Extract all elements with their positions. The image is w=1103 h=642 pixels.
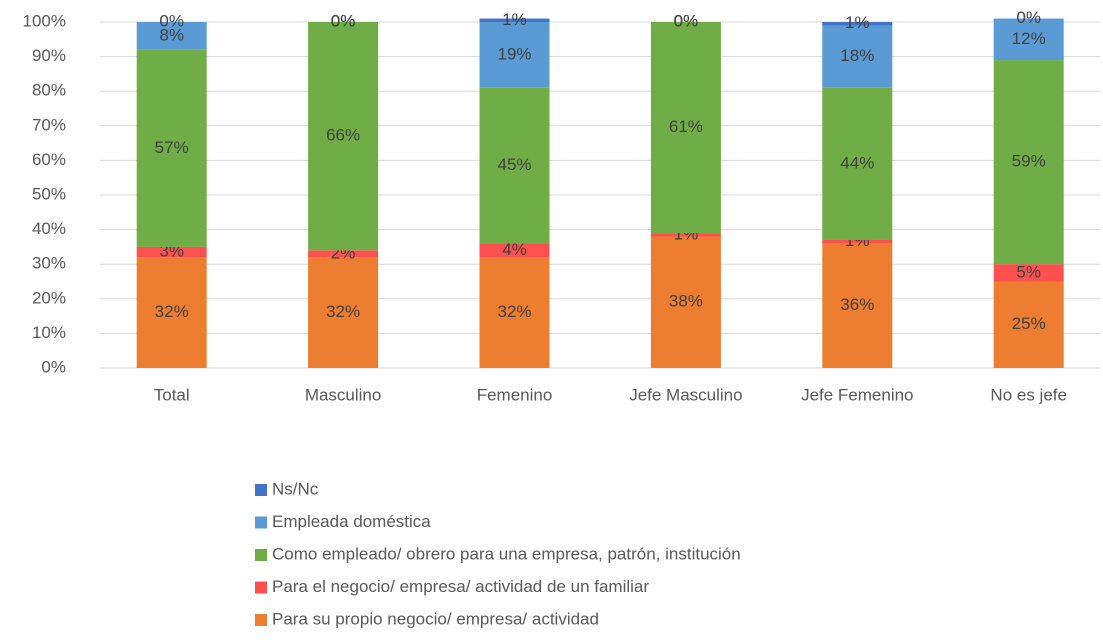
bar-segment (822, 22, 893, 26)
x-tick-label: Masculino (305, 385, 382, 404)
bar-segment (308, 257, 379, 368)
bar-segment (993, 18, 1064, 61)
data-label: 32% (155, 302, 189, 321)
bar-segment (993, 264, 1064, 282)
y-tick-label: 40% (32, 219, 66, 238)
data-label: 32% (497, 302, 531, 321)
bar-segment (136, 22, 207, 50)
data-label: 36% (840, 295, 874, 314)
data-label: 61% (669, 117, 703, 136)
data-label: 1% (845, 13, 870, 32)
x-tick-label: Femenino (477, 385, 553, 404)
bar-segment (479, 257, 550, 368)
bar-segment (479, 22, 550, 88)
bar-segment (479, 18, 550, 22)
data-label: 57% (155, 138, 189, 157)
data-label: 59% (1012, 152, 1046, 171)
bar-segment (993, 281, 1064, 368)
y-tick-label: 0% (41, 357, 66, 376)
y-tick-label: 70% (32, 115, 66, 134)
bar-segment (822, 239, 893, 244)
y-tick-label: 10% (32, 323, 66, 342)
bar-segment (136, 49, 207, 247)
legend-swatch (255, 581, 267, 594)
data-label: 38% (669, 292, 703, 311)
bar-segment (993, 60, 1064, 265)
data-label: 45% (497, 155, 531, 174)
y-tick-label: 80% (32, 81, 66, 100)
data-label: 32% (326, 302, 360, 321)
bar-segment (650, 236, 721, 368)
bar-segment (308, 22, 379, 251)
x-tick-label: Jefe Femenino (801, 385, 913, 404)
y-tick-label: 50% (32, 184, 66, 203)
data-label: 0% (331, 11, 356, 30)
data-label: 0% (159, 11, 184, 30)
legend-swatch (255, 516, 267, 529)
bar-segment (822, 243, 893, 368)
x-tick-label: Total (154, 385, 190, 404)
data-label: 0% (674, 11, 699, 30)
data-label: 1% (502, 10, 527, 29)
x-tick-label: No es jefe (990, 385, 1067, 404)
bar-segment (650, 233, 721, 237)
bar-segment (136, 246, 207, 258)
y-tick-label: 100% (23, 11, 66, 30)
data-label: 5% (1016, 262, 1041, 281)
data-label: 25% (1012, 314, 1046, 333)
legend-label: Empleada doméstica (272, 512, 431, 531)
data-label: 0% (331, 11, 356, 30)
data-label: 0% (1016, 8, 1041, 27)
y-tick-label: 90% (32, 46, 66, 65)
legend-label: Para el negocio/ empresa/ actividad de u… (272, 577, 649, 596)
legend-label: Ns/Nc (272, 479, 319, 498)
legend-label: Como empleado/ obrero para una empresa, … (272, 544, 741, 563)
data-label: 18% (840, 46, 874, 65)
data-label: 66% (326, 126, 360, 145)
bar-segment (479, 243, 550, 258)
data-label: 8% (159, 25, 184, 44)
y-tick-label: 60% (32, 150, 66, 169)
bar-segment (650, 22, 721, 234)
legend-swatch (255, 549, 267, 561)
data-label: 4% (502, 240, 527, 259)
bar-segment (822, 25, 893, 88)
y-tick-label: 30% (32, 254, 66, 273)
legend-label: Para su propio negocio/ empresa/ activid… (272, 609, 599, 628)
y-tick-label: 20% (32, 288, 66, 307)
data-label: 12% (1012, 29, 1046, 48)
x-tick-label: Jefe Masculino (629, 385, 742, 404)
legend-swatch (255, 614, 267, 626)
bar-segment (822, 87, 893, 240)
legend-swatch (255, 484, 267, 496)
bar-segment (479, 87, 550, 244)
data-label: 0% (674, 11, 699, 30)
bar-segment (136, 257, 207, 368)
data-label: 19% (497, 44, 531, 63)
bar-segment (308, 250, 379, 258)
data-label: 44% (840, 153, 874, 172)
